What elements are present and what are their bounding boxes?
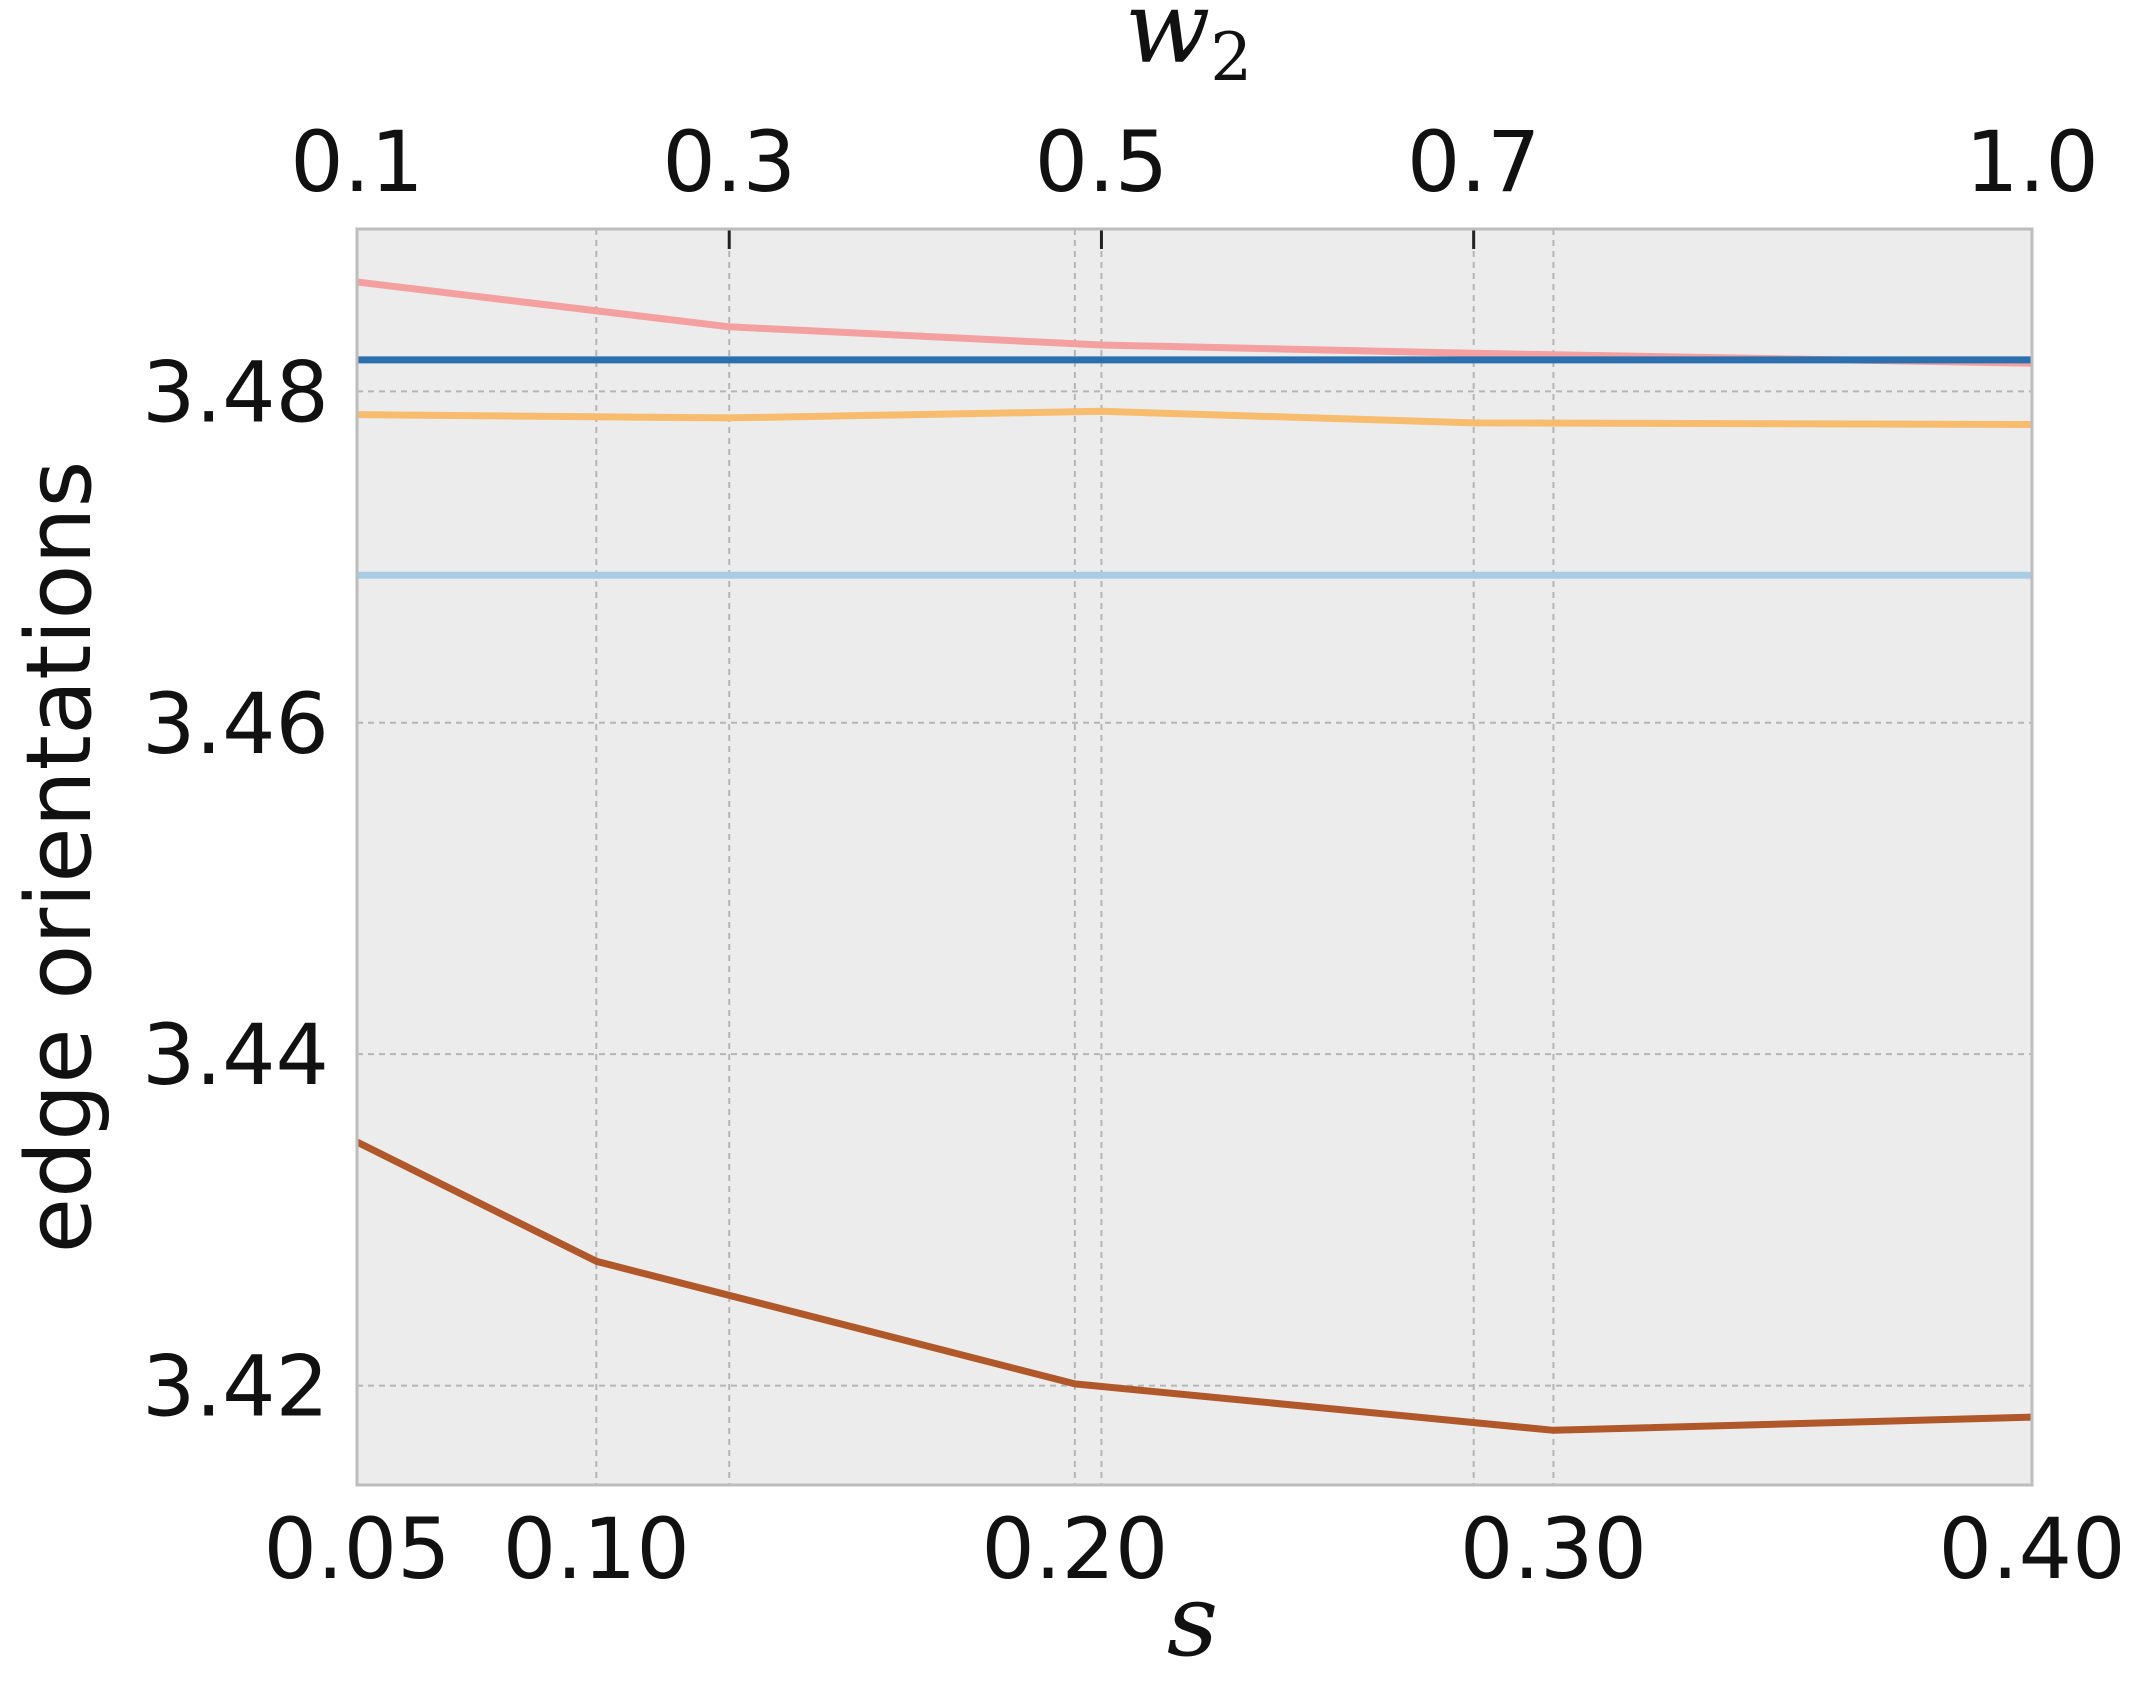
series-lines — [355, 278, 2033, 1434]
y-tick-label: 3.46 — [142, 675, 329, 773]
y-tick-label: 3.44 — [142, 1006, 329, 1104]
tick-labels: 3.42 3.44 3.46 3.48 0.05 0.10 0.20 0.30 0.40 0.1 0… — [142, 113, 2126, 1598]
x-tick-label: 0.10 — [503, 1500, 690, 1598]
x-axis-label: s — [1167, 1562, 1218, 1679]
top-tick-label: 0.3 — [662, 113, 796, 211]
plot-area — [357, 229, 2032, 1485]
top-axis-label: w2 — [1125, 0, 1253, 96]
top-axis-label-base: w — [1125, 0, 1211, 86]
y-axis-label: edge orientations — [7, 461, 112, 1254]
top-tick-label: 0.5 — [1035, 113, 1169, 211]
top-tick-label: 0.1 — [290, 113, 424, 211]
x-tick-label: 0.40 — [1938, 1500, 2125, 1598]
top-axis-label-subscript: 2 — [1210, 19, 1252, 96]
x-tick-label: 0.20 — [981, 1500, 1168, 1598]
y-tick-label: 3.42 — [142, 1338, 329, 1436]
top-tick-label: 1.0 — [1965, 113, 2099, 211]
series-line-5 — [355, 1138, 2033, 1434]
plot-frame — [355, 227, 2034, 1487]
series-line-3 — [356, 407, 2033, 428]
grid-lines — [357, 229, 2032, 1485]
x-tick-label: 0.05 — [263, 1500, 450, 1598]
top-tick-label: 0.7 — [1407, 113, 1541, 211]
y-tick-label: 3.48 — [142, 343, 329, 441]
x-tick-label: 0.30 — [1460, 1500, 1647, 1598]
